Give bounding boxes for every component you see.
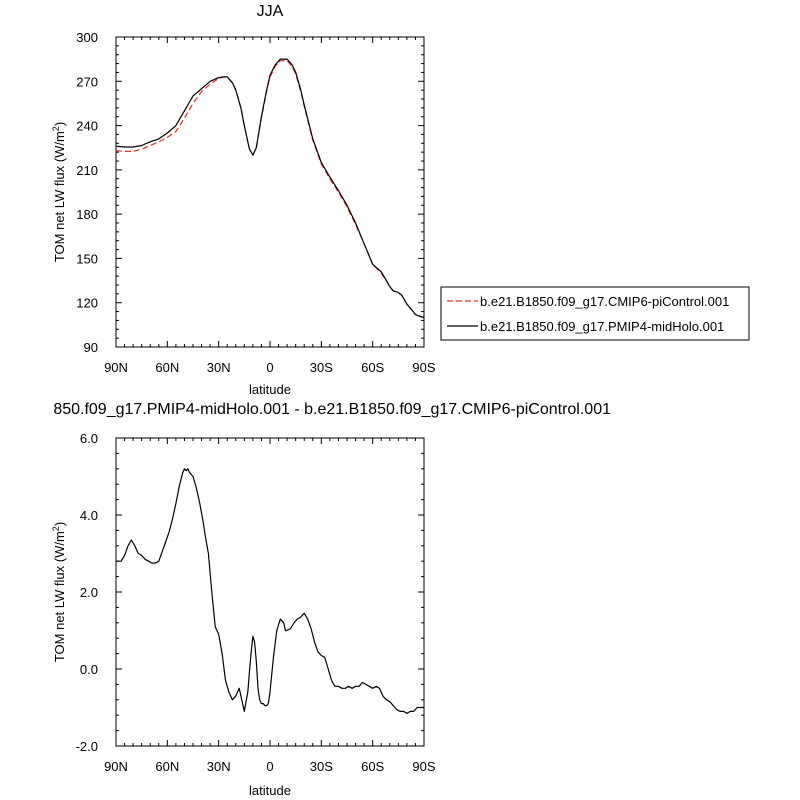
legend-box [440, 286, 750, 341]
x-tick-label: 30S [310, 360, 333, 375]
y-tick-label: 180 [76, 207, 98, 222]
top-chart-panel: JJA 90N 60N 30N 0 30S 60S 90S 90 120 150 180 210 240… [51, 3, 750, 397]
x-tick-label: 90N [104, 759, 128, 774]
bottom-chart-panel: 850.f09_g17.PMIP4-midHolo.001 - b.e21.B1… [51, 401, 611, 798]
y-tick-label: 90 [84, 340, 98, 355]
difference-chart-title: 850.f09_g17.PMIP4-midHolo.001 - b.e21.B1… [53, 401, 611, 418]
y-tick-label: 300 [76, 30, 98, 45]
legend-label-picontrol: b.e21.B1850.f09_g17.CMIP6-piControl.001 [480, 294, 729, 309]
y-tick-label: 2.0 [80, 585, 98, 600]
x-tick-label: 60N [155, 759, 179, 774]
x-tick-label: 0 [266, 759, 273, 774]
x-tick-label: 90S [412, 360, 435, 375]
y-tick-label: 6.0 [80, 431, 98, 446]
y-tick-label: 240 [76, 119, 98, 134]
legend: b.e21.B1850.f09_g17.CMIP6-piControl.001 … [440, 286, 750, 341]
x-axis-label: latitude [249, 783, 291, 798]
x-tick-label: 60S [361, 360, 384, 375]
y-tick-label: -2.0 [76, 739, 98, 754]
x-tick-label: 90S [412, 759, 435, 774]
y-tick-label: 120 [76, 296, 98, 311]
series-line-0 [115, 59, 425, 319]
y-tick-label: 0.0 [80, 662, 98, 677]
plot-frame [115, 437, 425, 747]
x-tick-label: 30N [207, 360, 231, 375]
y-tick-label: 270 [76, 74, 98, 89]
y-tick-label: 150 [76, 251, 98, 266]
legend-label-midholo: b.e21.B1850.f09_g17.PMIP4-midHolo.001 [480, 319, 724, 334]
x-axis-label: latitude [249, 382, 291, 397]
x-tick-label: 0 [266, 360, 273, 375]
series-line-1 [115, 58, 425, 319]
x-tick-label: 30S [310, 759, 333, 774]
x-tick-label: 60N [155, 360, 179, 375]
chart-title: JJA [257, 3, 284, 20]
y-axis-label: TOM net LW flux (W/m2) [51, 522, 67, 662]
y-tick-label: 210 [76, 163, 98, 178]
x-tick-label: 60S [361, 759, 384, 774]
x-tick-label: 30N [207, 759, 231, 774]
x-tick-label: 90N [104, 360, 128, 375]
y-axis-label: TOM net LW flux (W/m2) [51, 122, 67, 262]
y-tick-label: 4.0 [80, 508, 98, 523]
series-line-0 [116, 468, 424, 714]
plot-frame [115, 36, 425, 348]
